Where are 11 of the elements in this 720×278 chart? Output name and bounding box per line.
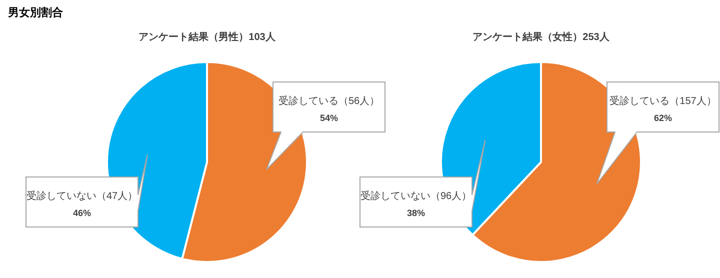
data-label: 62% bbox=[654, 113, 672, 123]
chart-title: アンケート結果（女性）253人 bbox=[472, 31, 610, 43]
slice-label: 受診していない（96人） bbox=[360, 190, 472, 202]
text: 男女別割合 bbox=[7, 6, 64, 19]
data-label: 46% bbox=[72, 208, 92, 218]
chart-title: アンケート結果（男性）103人 bbox=[138, 31, 276, 43]
slice-label: 受診していない（47人） bbox=[26, 190, 138, 202]
data-label: 54% bbox=[320, 113, 338, 123]
slice-label: 受診している（157人） bbox=[610, 95, 716, 107]
slice-label: 受診している（56人） bbox=[278, 95, 380, 107]
data-label: 38% bbox=[406, 208, 426, 218]
